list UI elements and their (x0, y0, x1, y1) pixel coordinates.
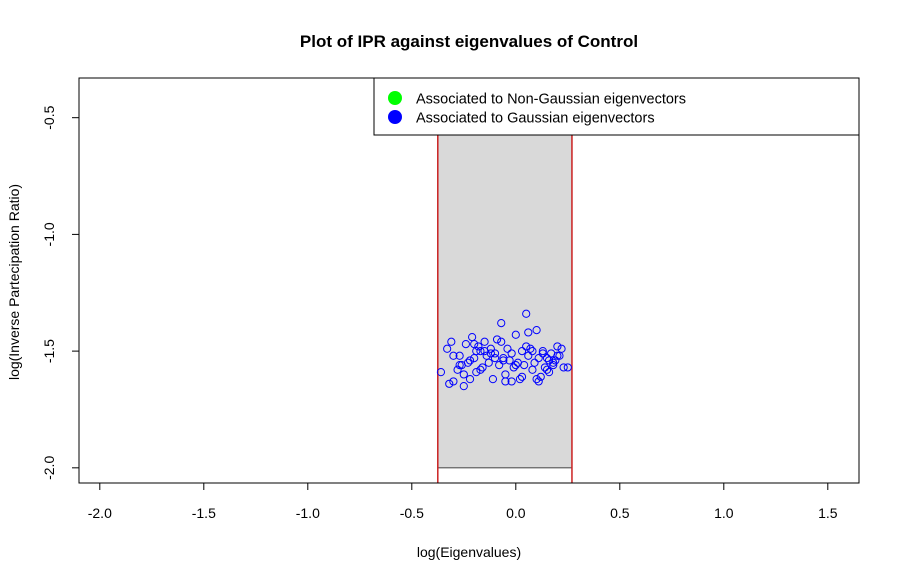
data-point (488, 375, 498, 384)
x-axis-label: log(Eigenvalues) (417, 544, 521, 560)
x-tick-label: 0.5 (610, 505, 630, 521)
data-point (520, 361, 529, 370)
legend-label-gaussian: Associated to Gaussian eigenvectors (416, 111, 655, 127)
y-tick-label: -2.0 (41, 456, 57, 480)
data-point (443, 344, 452, 353)
data-point (455, 351, 464, 360)
data-point (492, 335, 502, 344)
data-point (474, 342, 483, 351)
x-axis: -2.0 -1.5 -1.0 -0.5 0.0 0.5 1.0 1.5 (88, 482, 838, 521)
data-point (461, 340, 470, 349)
data-point (517, 347, 527, 356)
data-point (509, 363, 518, 372)
x-tick-label: -2.0 (88, 505, 112, 521)
data-point (507, 377, 516, 386)
data-point (507, 349, 516, 358)
data-point (526, 344, 535, 353)
data-point (476, 365, 485, 374)
data-point (459, 382, 468, 391)
gaussian-region-layer (437, 77, 573, 483)
data-point (538, 347, 547, 356)
data-point (463, 358, 473, 367)
y-tick-label: -1.0 (41, 222, 57, 246)
legend-label-non-gaussian: Associated to Non-Gaussian eigenvectors (416, 92, 686, 108)
data-point (436, 368, 446, 377)
data-point (484, 358, 493, 367)
data-point (490, 354, 500, 363)
data-point (544, 356, 554, 365)
gaussian-region-band (437, 77, 573, 469)
data-point (532, 326, 541, 335)
data-point (534, 377, 543, 386)
legend-marker-gaussian (388, 110, 402, 124)
data-point (503, 344, 512, 353)
x-tick-label: -0.5 (400, 505, 424, 521)
x-tick-label: -1.0 (296, 505, 320, 521)
data-point (445, 379, 454, 388)
data-point (549, 361, 558, 370)
y-tick-label: -1.5 (41, 339, 57, 363)
data-point (544, 368, 554, 377)
data-point (455, 361, 464, 370)
data-point (453, 365, 462, 374)
x-tick-label: 1.5 (818, 505, 838, 521)
x-tick-label: -1.5 (192, 505, 216, 521)
data-point (472, 347, 481, 356)
data-point (497, 337, 506, 346)
data-point (490, 349, 500, 358)
data-point (522, 309, 531, 318)
data-point (536, 372, 545, 381)
data-point (540, 363, 550, 372)
data-point (549, 358, 558, 367)
x-tick-label: 0.0 (506, 505, 526, 521)
chart-title: Plot of IPR against eigenvalues of Contr… (300, 32, 638, 51)
data-point (553, 342, 562, 351)
data-point (515, 375, 525, 384)
data-point (497, 319, 506, 328)
data-point (563, 363, 572, 372)
data-point (542, 354, 552, 363)
data-point (459, 370, 468, 379)
data-point (522, 342, 531, 351)
y-axis-label: log(Inverse Partecipation Ratio) (6, 184, 22, 380)
data-point (511, 330, 520, 339)
data-point (480, 337, 489, 346)
data-point (557, 344, 566, 353)
data-point (538, 349, 547, 358)
data-point (553, 351, 562, 360)
data-point (532, 375, 541, 384)
data-point (499, 356, 508, 365)
data-point (465, 356, 475, 365)
x-tick-label: 1.0 (714, 505, 734, 521)
y-tick-label: -0.5 (41, 105, 57, 129)
legend-marker-non-gaussian (388, 91, 402, 105)
data-point (517, 372, 527, 381)
data-point (530, 358, 539, 367)
data-point (449, 351, 458, 360)
data-point (476, 347, 485, 356)
data-point (551, 356, 560, 365)
data-point (511, 361, 520, 370)
data-point (501, 377, 510, 386)
data-point (528, 347, 537, 356)
data-point (472, 368, 481, 377)
data-point (478, 363, 487, 372)
data-point (542, 365, 552, 374)
data-point (486, 349, 495, 358)
data-point (465, 375, 475, 384)
scatter-points-layer (436, 309, 572, 391)
data-point (495, 361, 504, 370)
data-point (447, 337, 456, 346)
legend-box (373, 77, 860, 136)
data-point (524, 328, 533, 337)
y-axis: -2.0 -1.5 -1.0 -0.5 (41, 105, 80, 480)
data-point (449, 377, 458, 386)
data-point (559, 363, 568, 372)
legend: Associated to Non-Gaussian eigenvectors … (373, 77, 860, 136)
data-point (534, 354, 543, 363)
